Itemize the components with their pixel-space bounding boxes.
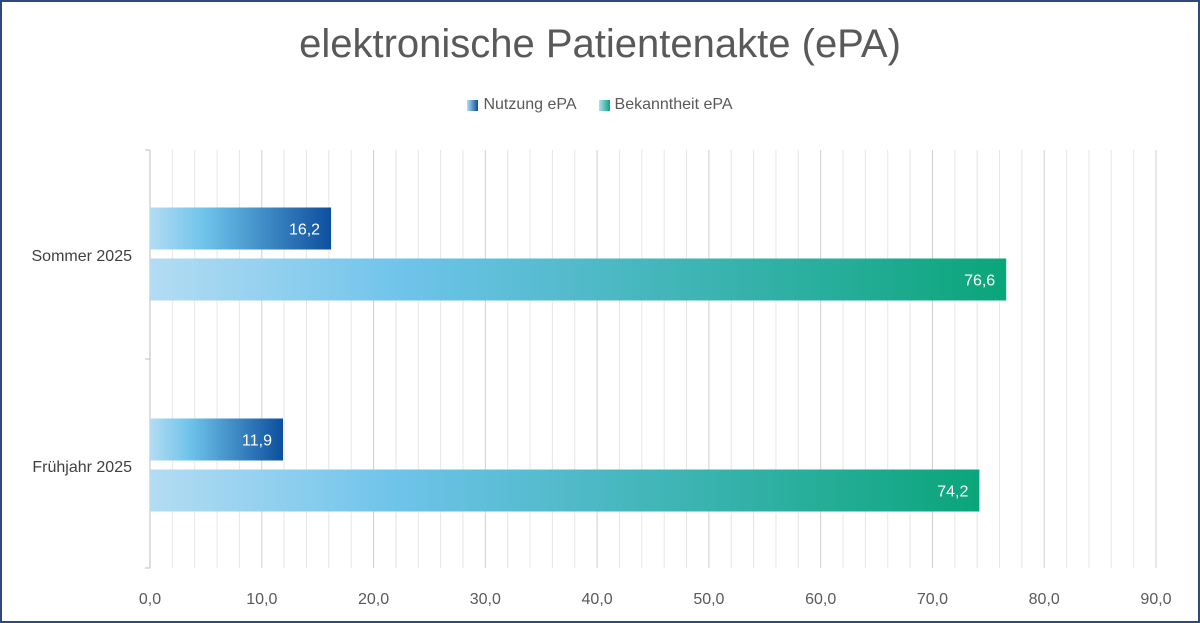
legend-swatch-bekanntheit [598, 99, 610, 111]
x-tick-label: 80,0 [1029, 591, 1060, 608]
legend-label-bekanntheit: Bekanntheit ePA [614, 96, 733, 113]
legend-item-bekanntheit: Bekanntheit ePA [598, 96, 733, 114]
bar-data-label: 74,2 [937, 484, 968, 501]
category-label: Frühjahr 2025 [32, 459, 132, 476]
x-tick-label: 30,0 [470, 591, 501, 608]
x-tick-label: 70,0 [917, 591, 948, 608]
legend-item-nutzung: Nutzung ePA [467, 96, 577, 114]
x-tick-label: 20,0 [358, 591, 389, 608]
bar [150, 207, 332, 250]
bar-data-label: 11,9 [242, 433, 272, 450]
bar-data-label: 16,2 [289, 222, 320, 239]
x-tick-label: 90,0 [1140, 591, 1171, 608]
bar [150, 258, 1007, 301]
legend-label-nutzung: Nutzung ePA [483, 96, 577, 113]
chart-title: elektronische Patientenakte (ePA) [299, 22, 901, 66]
legend-swatch-nutzung [467, 99, 479, 111]
chart-legend: Nutzung ePA Bekanntheit ePA [2, 96, 1198, 114]
bar [150, 418, 284, 461]
x-tick-label: 10,0 [246, 591, 277, 608]
x-tick-label: 0,0 [139, 591, 161, 608]
bar-data-label: 76,6 [964, 273, 995, 290]
category-label: Sommer 2025 [32, 248, 133, 265]
x-tick-label: 40,0 [582, 591, 613, 608]
x-tick-label: 60,0 [805, 591, 836, 608]
bar [150, 469, 980, 512]
x-tick-label: 50,0 [693, 591, 724, 608]
